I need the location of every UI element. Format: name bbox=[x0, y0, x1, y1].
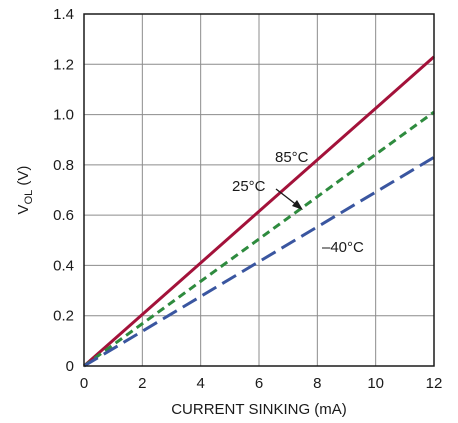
y-tick-labels: 0 0.2 0.4 0.6 0.8 1.0 1.2 1.4 bbox=[53, 6, 74, 375]
y-tick-label: 0.6 bbox=[53, 207, 74, 224]
y-tick-label: 1.2 bbox=[53, 56, 74, 73]
y-axis-title-main: V bbox=[15, 204, 32, 214]
y-tick-label: 0.8 bbox=[53, 157, 74, 174]
x-tick-label: 10 bbox=[367, 375, 384, 392]
x-tick-label: 8 bbox=[313, 375, 321, 392]
y-axis-title-unit: (V) bbox=[15, 166, 32, 190]
x-tick-label: 0 bbox=[80, 375, 88, 392]
plot-frame bbox=[83, 13, 435, 367]
series-label-minus40c: –40°C bbox=[322, 239, 364, 256]
x-tick-label: 4 bbox=[196, 375, 204, 392]
series-label-25c-arrow bbox=[275, 188, 299, 207]
x-tick-label: 6 bbox=[255, 375, 263, 392]
series-line-0 bbox=[83, 55, 435, 368]
x-tick-labels: 0 2 4 6 8 10 12 bbox=[80, 375, 443, 392]
series-label-25c: 25°C bbox=[232, 178, 266, 195]
y-tick-label: 1.0 bbox=[53, 107, 74, 124]
series-line-1 bbox=[83, 110, 435, 368]
x-tick-label: 2 bbox=[138, 375, 146, 392]
series-label-85c: 85°C bbox=[275, 149, 309, 166]
series-label-25c-arrowhead bbox=[292, 200, 303, 210]
series-labels: 85°C 25°C –40°C bbox=[232, 149, 364, 256]
x-tick-label: 12 bbox=[426, 375, 443, 392]
y-axis-title: VOL (V) bbox=[15, 166, 35, 215]
y-tick-label: 0.2 bbox=[53, 308, 74, 325]
y-axis-title-sub: OL bbox=[23, 190, 35, 205]
series-lines bbox=[83, 55, 435, 368]
y-tick-label: 1.4 bbox=[53, 6, 74, 23]
y-tick-label: 0 bbox=[66, 358, 74, 375]
y-tick-label: 0.4 bbox=[53, 257, 74, 274]
x-axis-title: CURRENT SINKING (mA) bbox=[171, 401, 347, 418]
